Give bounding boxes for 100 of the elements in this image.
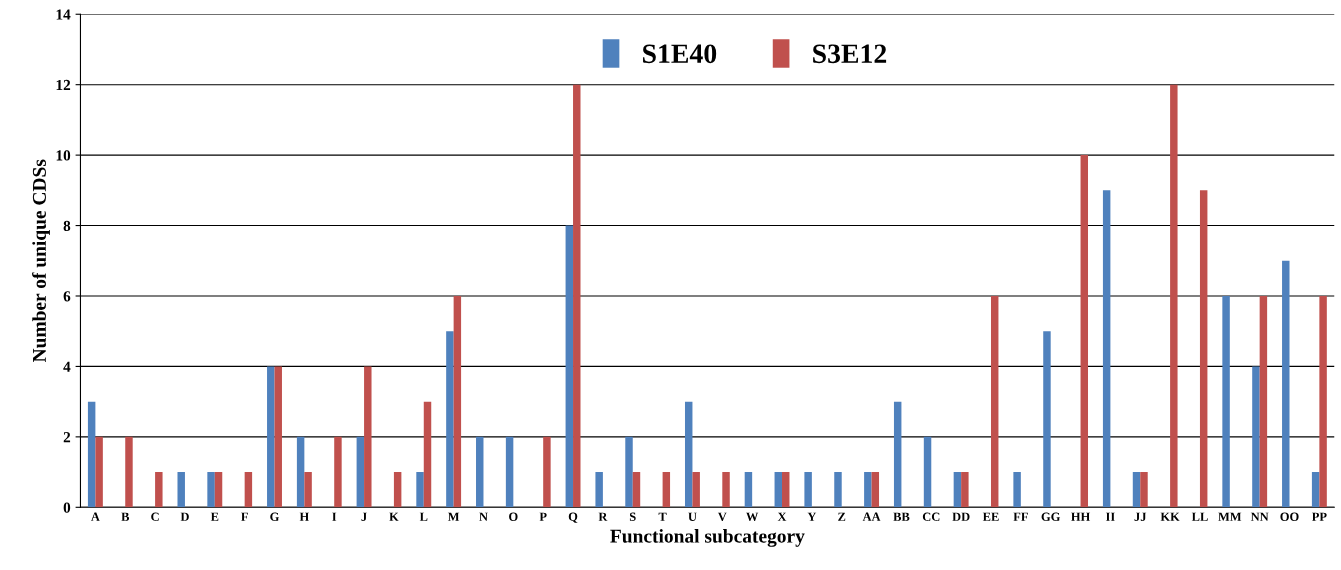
bar (1140, 472, 1148, 508)
bar (632, 472, 641, 508)
bar (304, 472, 312, 508)
x-tick-label: M (447, 512, 460, 521)
x-tick-label: FF (1013, 512, 1028, 521)
x-tick-label: Z (838, 512, 846, 521)
bar (1282, 260, 1290, 508)
bar (923, 436, 932, 508)
bar (565, 225, 574, 508)
bar (177, 472, 185, 508)
x-tick-label: P (539, 512, 547, 521)
x-tick-label: NN (1250, 512, 1269, 521)
bar (834, 472, 842, 508)
bar (871, 472, 880, 508)
bar (87, 401, 96, 508)
x-tick-label: OO (1280, 512, 1299, 521)
bar (244, 472, 253, 508)
bar (543, 436, 551, 508)
y-tick-label: 8 (63, 220, 71, 232)
y-tick-label: 6 (63, 291, 71, 302)
x-tick-label: II (1105, 512, 1115, 521)
bar (1132, 472, 1141, 508)
bar (453, 295, 462, 508)
bar (274, 366, 282, 508)
x-tick-label: PP (1311, 512, 1327, 521)
bar (155, 472, 163, 508)
bar (214, 472, 223, 508)
bar (744, 472, 753, 508)
bar (722, 472, 730, 508)
y-tick-label: 10 (56, 150, 71, 161)
x-tick-label: H (299, 512, 310, 521)
bar (782, 472, 790, 508)
x-tick-label: LL (1191, 512, 1208, 521)
x-tick-label: A (91, 512, 100, 521)
bar (1080, 155, 1089, 508)
bar (595, 472, 603, 508)
legend-label: S1E40 (643, 44, 717, 64)
bar (1199, 190, 1208, 508)
bar (573, 84, 581, 508)
x-tick-label: E (210, 512, 219, 521)
bar (95, 436, 103, 508)
bar (296, 436, 305, 508)
bar (267, 366, 275, 508)
bar (1311, 472, 1320, 508)
x-tick-label: C (151, 512, 159, 521)
bar (125, 436, 133, 508)
bar (684, 401, 693, 508)
x-axis-title: Functional subcategory (610, 529, 805, 547)
x-tick-label: O (509, 512, 518, 521)
bar (961, 472, 969, 508)
x-tick-label: I (332, 512, 337, 521)
x-tick-label: D (180, 512, 189, 521)
x-tick-label: S (629, 512, 636, 521)
bar (416, 472, 424, 508)
bar (356, 436, 365, 508)
x-tick-label: BB (893, 512, 910, 521)
bar (893, 401, 902, 508)
x-tick-label: KK (1160, 512, 1180, 521)
bar (1013, 472, 1021, 508)
x-tick-label: R (598, 512, 608, 521)
y-tick-label: 12 (56, 79, 71, 90)
y-tick-label: 4 (63, 361, 71, 372)
bar (1043, 331, 1051, 508)
bar (446, 331, 454, 508)
x-tick-label: F (241, 512, 248, 521)
bar (364, 366, 372, 508)
bar (1102, 190, 1111, 508)
bar (625, 436, 633, 508)
bar (1259, 295, 1268, 508)
bar (505, 436, 514, 508)
bar (662, 472, 671, 508)
x-tick-label: GG (1041, 512, 1061, 521)
bar (207, 472, 215, 508)
x-tick-label: MM (1218, 512, 1242, 521)
bar (864, 472, 872, 508)
x-tick-label: CC (922, 512, 940, 521)
x-tick-label: V (717, 512, 727, 522)
x-tick-label: G (270, 512, 280, 521)
x-tick-label: L (419, 512, 428, 521)
x-tick-label: U (688, 512, 697, 521)
x-tick-label: AA (862, 512, 881, 521)
legend-label: S3E12 (813, 44, 887, 64)
y-tick-label: 14 (56, 9, 71, 20)
bar (334, 436, 342, 508)
x-tick-label: Q (568, 512, 578, 523)
bar (393, 472, 402, 508)
bar (1222, 295, 1230, 508)
bar (423, 401, 432, 508)
x-tick-label: J (361, 512, 367, 521)
bar (953, 472, 962, 508)
x-tick-label: B (121, 512, 130, 521)
x-tick-label: N (479, 512, 488, 521)
x-tick-label: HH (1071, 512, 1091, 521)
bar (1170, 84, 1178, 508)
x-tick-label: Y (807, 512, 817, 521)
bar (1252, 366, 1260, 508)
x-tick-label: JJ (1134, 512, 1147, 521)
y-tick-label: 0 (63, 502, 71, 513)
bar (1319, 295, 1327, 508)
x-tick-label: W (746, 512, 759, 522)
